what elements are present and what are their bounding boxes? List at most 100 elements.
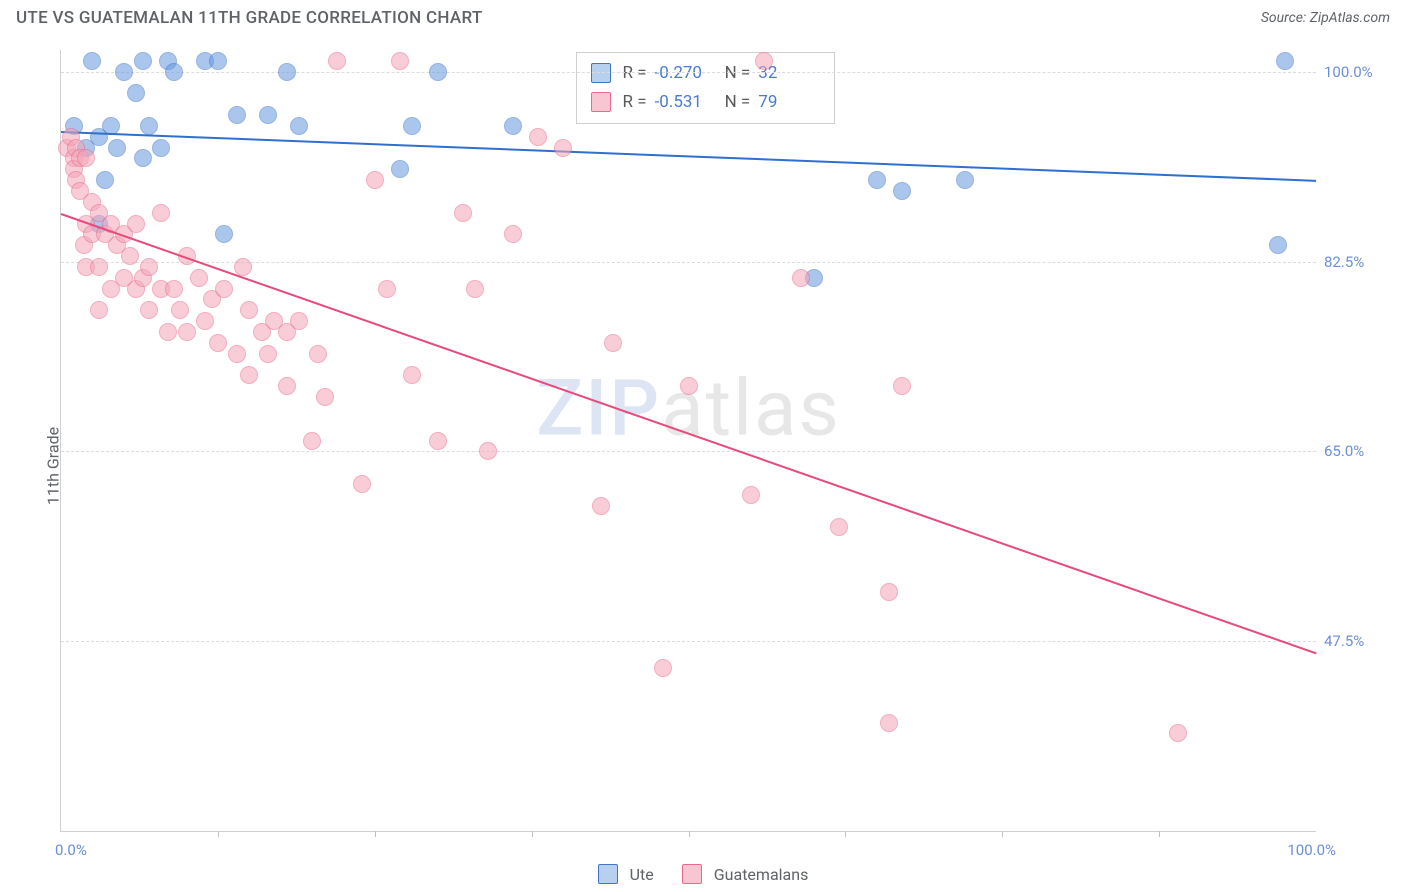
x-axis-min-label: 0.0%	[55, 841, 87, 859]
x-tick	[375, 831, 376, 837]
scatter-point-ute	[134, 52, 152, 70]
scatter-point-ute	[134, 149, 152, 167]
legend-swatch-guatemalans	[682, 864, 702, 884]
scatter-point-guatemalans	[604, 334, 622, 352]
scatter-point-ute	[228, 106, 246, 124]
gridline	[61, 451, 1316, 452]
scatter-point-guatemalans	[303, 432, 321, 450]
scatter-point-guatemalans	[554, 139, 572, 157]
scatter-point-ute	[165, 63, 183, 81]
x-tick	[218, 831, 219, 837]
y-tick-label: 47.5%	[1324, 632, 1394, 650]
scatter-point-guatemalans	[529, 128, 547, 146]
scatter-point-ute	[278, 63, 296, 81]
scatter-point-guatemalans	[152, 204, 170, 222]
scatter-point-guatemalans	[328, 52, 346, 70]
stat-r-guatemalans: -0.531	[655, 88, 717, 117]
scatter-point-guatemalans	[90, 301, 108, 319]
scatter-point-guatemalans	[403, 366, 421, 384]
legend-swatch-ute	[598, 864, 618, 884]
scatter-point-guatemalans	[454, 204, 472, 222]
scatter-point-guatemalans	[366, 171, 384, 189]
scatter-point-guatemalans	[159, 323, 177, 341]
y-tick-label: 82.5%	[1324, 253, 1394, 271]
scatter-point-guatemalans	[240, 366, 258, 384]
scatter-point-guatemalans	[378, 280, 396, 298]
scatter-point-guatemalans	[466, 280, 484, 298]
scatter-point-guatemalans	[140, 301, 158, 319]
scatter-point-guatemalans	[792, 269, 810, 287]
scatter-point-ute	[1276, 52, 1294, 70]
scatter-point-guatemalans	[190, 269, 208, 287]
scatter-point-guatemalans	[240, 301, 258, 319]
scatter-point-guatemalans	[316, 388, 334, 406]
legend-item-guatemalans: Guatemalans	[682, 864, 809, 884]
chart-header: UTE VS GUATEMALAN 11TH GRADE CORRELATION…	[0, 0, 1406, 32]
scatter-point-ute	[108, 139, 126, 157]
scatter-point-ute	[209, 52, 227, 70]
scatter-point-guatemalans	[209, 334, 227, 352]
scatter-point-guatemalans	[755, 52, 773, 70]
stats-row-guatemalans: R = -0.531 N = 79	[591, 88, 821, 117]
scatter-point-ute	[893, 182, 911, 200]
scatter-point-guatemalans	[893, 377, 911, 395]
scatter-point-ute	[391, 160, 409, 178]
legend: Ute Guatemalans	[0, 864, 1406, 884]
trend-line-guatemalans	[61, 213, 1317, 654]
scatter-point-guatemalans	[680, 377, 698, 395]
legend-item-ute: Ute	[598, 864, 654, 884]
scatter-point-guatemalans	[121, 247, 139, 265]
gridline	[61, 72, 1316, 73]
scatter-point-guatemalans	[90, 258, 108, 276]
stat-r-ute: -0.270	[655, 59, 717, 88]
scatter-point-guatemalans	[391, 52, 409, 70]
x-tick	[1002, 831, 1003, 837]
stats-legend-box: R = -0.270 N = 32 R = -0.531 N = 79	[576, 52, 836, 124]
scatter-point-guatemalans	[504, 225, 522, 243]
gridline	[61, 641, 1316, 642]
scatter-point-ute	[215, 225, 233, 243]
x-tick	[689, 831, 690, 837]
scatter-point-guatemalans	[654, 659, 672, 677]
scatter-point-ute	[868, 171, 886, 189]
scatter-point-guatemalans	[278, 377, 296, 395]
scatter-point-guatemalans	[880, 583, 898, 601]
scatter-point-ute	[403, 117, 421, 135]
swatch-guatemalans	[591, 92, 611, 112]
stat-label-r: R =	[623, 59, 647, 88]
scatter-point-guatemalans	[77, 149, 95, 167]
x-tick	[845, 831, 846, 837]
x-axis-max-label: 100.0%	[1287, 841, 1336, 859]
scatter-point-guatemalans	[127, 215, 145, 233]
scatter-point-ute	[1269, 236, 1287, 254]
scatter-point-guatemalans	[234, 258, 252, 276]
scatter-point-guatemalans	[228, 345, 246, 363]
swatch-ute	[591, 63, 611, 83]
scatter-point-ute	[429, 63, 447, 81]
source-attribution: Source: ZipAtlas.com	[1261, 10, 1390, 26]
stat-n-guatemalans: 79	[758, 88, 820, 117]
y-tick-label: 65.0%	[1324, 442, 1394, 460]
scatter-point-guatemalans	[592, 497, 610, 515]
scatter-point-ute	[152, 139, 170, 157]
scatter-point-guatemalans	[165, 280, 183, 298]
scatter-point-guatemalans	[215, 280, 233, 298]
scatter-point-guatemalans	[353, 475, 371, 493]
scatter-point-ute	[956, 171, 974, 189]
scatter-point-guatemalans	[178, 323, 196, 341]
scatter-point-guatemalans	[830, 518, 848, 536]
scatter-point-guatemalans	[140, 258, 158, 276]
stats-row-ute: R = -0.270 N = 32	[591, 59, 821, 88]
scatter-point-ute	[96, 171, 114, 189]
x-tick	[1159, 831, 1160, 837]
scatter-point-guatemalans	[309, 345, 327, 363]
scatter-point-ute	[259, 106, 277, 124]
scatter-point-ute	[290, 117, 308, 135]
scatter-point-guatemalans	[742, 486, 760, 504]
legend-label-ute: Ute	[630, 865, 654, 884]
scatter-point-ute	[504, 117, 522, 135]
stat-label-n: N =	[725, 88, 751, 117]
legend-label-guatemalans: Guatemalans	[714, 865, 809, 884]
scatter-plot: ZIPatlas R = -0.270 N = 32 R = -0.531 N …	[60, 50, 1316, 832]
chart-area: 11th Grade ZIPatlas R = -0.270 N = 32 R …	[0, 40, 1406, 892]
